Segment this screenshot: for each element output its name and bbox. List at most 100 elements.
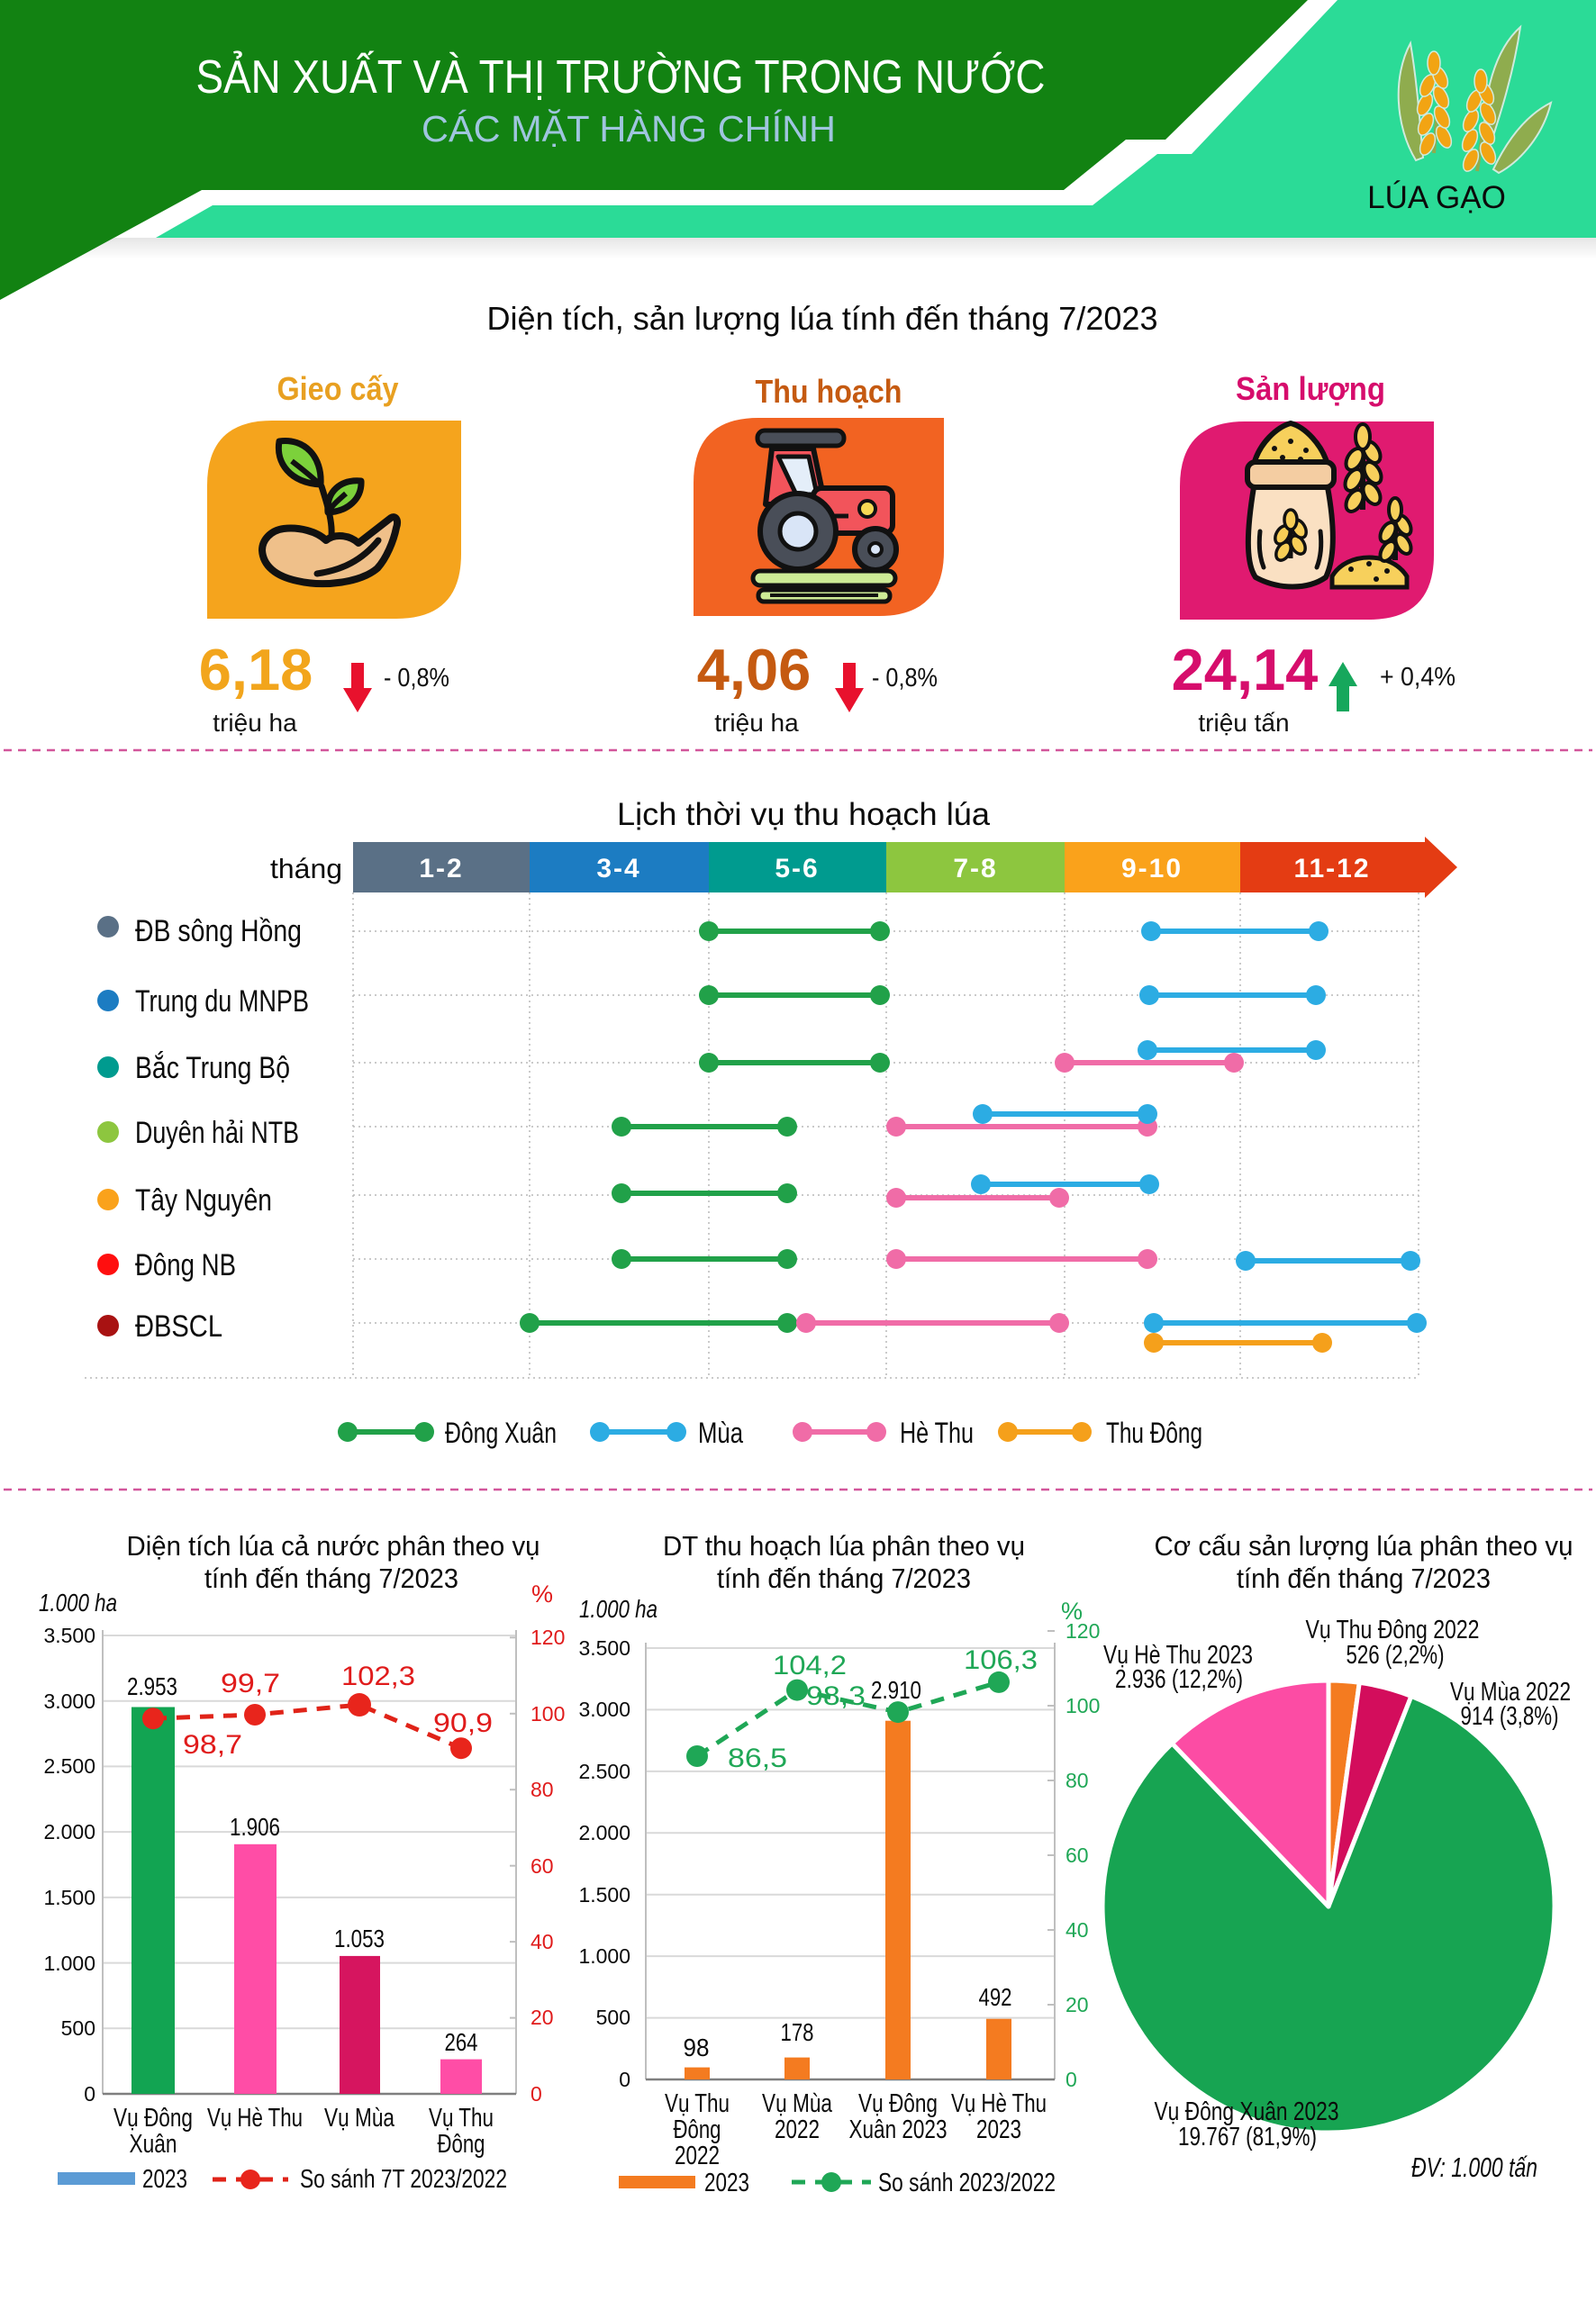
svg-text:264: 264 bbox=[445, 2028, 478, 2056]
svg-text:Vụ Mùa 2022: Vụ Mùa 2022 bbox=[1450, 1678, 1571, 1707]
svg-text:5-6: 5-6 bbox=[775, 854, 819, 883]
svg-text:So sánh 7T 2023/2022: So sánh 7T 2023/2022 bbox=[300, 2165, 507, 2194]
svg-text:ĐV: 1.000 tấn: ĐV: 1.000 tấn bbox=[1411, 2151, 1537, 2183]
svg-text:Thu Đông: Thu Đông bbox=[1106, 1417, 1202, 1449]
svg-text:%: % bbox=[1061, 1598, 1083, 1625]
svg-text:80: 80 bbox=[530, 1778, 554, 1801]
svg-text:tính đến tháng 7/2023: tính đến tháng 7/2023 bbox=[717, 1563, 971, 1594]
svg-text:Gieo cấy: Gieo cấy bbox=[277, 370, 399, 407]
svg-text:120: 120 bbox=[1066, 1619, 1100, 1643]
svg-text:100: 100 bbox=[530, 1702, 565, 1726]
svg-text:2.000: 2.000 bbox=[43, 1820, 95, 1843]
svg-text:1.500: 1.500 bbox=[578, 1883, 630, 1907]
svg-text:7-8: 7-8 bbox=[953, 854, 997, 883]
svg-text:526 (2,2%): 526 (2,2%) bbox=[1347, 1641, 1445, 1670]
svg-text:100: 100 bbox=[1066, 1694, 1100, 1717]
svg-text:24,14: 24,14 bbox=[1172, 637, 1319, 702]
svg-text:500: 500 bbox=[61, 2016, 95, 2040]
svg-text:98: 98 bbox=[684, 2034, 710, 2061]
svg-text:2.936 (12,2%): 2.936 (12,2%) bbox=[1115, 1665, 1243, 1694]
svg-text:11-12: 11-12 bbox=[1293, 854, 1370, 883]
svg-text:CÁC MẶT HÀNG CHÍNH: CÁC MẶT HÀNG CHÍNH bbox=[422, 108, 836, 149]
svg-text:triệu ha: triệu ha bbox=[213, 709, 297, 737]
svg-text:20: 20 bbox=[530, 2006, 554, 2029]
svg-text:104,2: 104,2 bbox=[773, 1651, 847, 1680]
svg-text:20: 20 bbox=[1066, 1993, 1089, 2016]
svg-text:Vụ Đông Xuân 2023: Vụ Đông Xuân 2023 bbox=[1155, 2097, 1339, 2126]
svg-text:1.500: 1.500 bbox=[43, 1886, 95, 1909]
svg-text:ĐB sông Hồng: ĐB sông Hồng bbox=[135, 914, 302, 948]
svg-text:Vụ Mùa: Vụ Mùa bbox=[762, 2089, 833, 2118]
svg-text:Đông Xuân: Đông Xuân bbox=[445, 1417, 557, 1449]
svg-text:40: 40 bbox=[530, 1930, 554, 1953]
svg-text:0: 0 bbox=[619, 2068, 630, 2091]
svg-text:40: 40 bbox=[1066, 1918, 1089, 1942]
svg-text:- 0,8%: - 0,8% bbox=[384, 664, 449, 693]
svg-text:3.500: 3.500 bbox=[578, 1636, 630, 1660]
svg-text:2022: 2022 bbox=[775, 2115, 820, 2144]
svg-text:Xuân 2023: Xuân 2023 bbox=[849, 2115, 948, 2144]
svg-text:0: 0 bbox=[530, 2082, 542, 2106]
svg-text:SẢN XUẤT VÀ THỊ TRƯỜNG TRONG N: SẢN XUẤT VÀ THỊ TRƯỜNG TRONG NƯỚC bbox=[196, 50, 1046, 104]
svg-text:triệu tấn: triệu tấn bbox=[1198, 709, 1289, 737]
svg-text:2.910: 2.910 bbox=[871, 1676, 921, 1704]
svg-text:Đông NB: Đông NB bbox=[135, 1248, 236, 1282]
svg-text:Thu hoạch: Thu hoạch bbox=[756, 373, 902, 410]
svg-text:6,18: 6,18 bbox=[199, 637, 313, 702]
svg-text:Diện tích, sản lượng lúa tính: Diện tích, sản lượng lúa tính đến tháng … bbox=[487, 300, 1158, 337]
svg-text:Duyên hải NTB: Duyên hải NTB bbox=[135, 1116, 299, 1150]
svg-text:120: 120 bbox=[530, 1626, 565, 1649]
svg-text:80: 80 bbox=[1066, 1769, 1089, 1792]
svg-text:1.000: 1.000 bbox=[578, 1944, 630, 1968]
svg-text:98,3: 98,3 bbox=[806, 1681, 866, 1711]
svg-text:2.500: 2.500 bbox=[578, 1760, 630, 1783]
svg-text:2023: 2023 bbox=[976, 2115, 1021, 2144]
svg-text:Hè Thu: Hè Thu bbox=[900, 1417, 974, 1449]
svg-text:Mùa: Mùa bbox=[698, 1417, 743, 1449]
svg-text:492: 492 bbox=[979, 1983, 1012, 2011]
svg-text:%: % bbox=[531, 1581, 553, 1608]
svg-text:2023: 2023 bbox=[704, 2169, 749, 2197]
svg-text:Vụ Hè Thu 2023: Vụ Hè Thu 2023 bbox=[1103, 1641, 1253, 1670]
svg-text:DT thu hoạch lúa phân theo vụ: DT thu hoạch lúa phân theo vụ bbox=[663, 1530, 1025, 1562]
svg-text:1.906: 1.906 bbox=[230, 1813, 280, 1841]
svg-text:Vụ Đông: Vụ Đông bbox=[113, 2104, 193, 2133]
svg-text:3.000: 3.000 bbox=[578, 1698, 630, 1721]
svg-text:60: 60 bbox=[530, 1854, 554, 1878]
svg-text:90,9: 90,9 bbox=[433, 1708, 493, 1738]
svg-text:178: 178 bbox=[781, 2018, 814, 2046]
svg-text:1.000 ha: 1.000 ha bbox=[39, 1589, 117, 1617]
svg-text:So sánh 2023/2022: So sánh 2023/2022 bbox=[878, 2169, 1056, 2197]
svg-text:Vụ Mùa: Vụ Mùa bbox=[324, 2104, 395, 2133]
svg-text:9-10: 9-10 bbox=[1121, 854, 1183, 883]
svg-text:Bắc Trung Bộ: Bắc Trung Bộ bbox=[135, 1051, 290, 1085]
svg-text:Trung du MNPB: Trung du MNPB bbox=[135, 984, 309, 1019]
svg-text:2.500: 2.500 bbox=[43, 1754, 95, 1778]
svg-text:triệu ha: triệu ha bbox=[714, 709, 799, 737]
svg-text:98,7: 98,7 bbox=[183, 1730, 242, 1760]
svg-text:0: 0 bbox=[1066, 2068, 1077, 2091]
svg-text:Diện tích lúa cả nước phân the: Diện tích lúa cả nước phân theo vụ bbox=[127, 1530, 540, 1562]
svg-text:86,5: 86,5 bbox=[728, 1744, 787, 1773]
svg-text:Lịch thời vụ thu hoạch lúa: Lịch thời vụ thu hoạch lúa bbox=[617, 797, 991, 832]
svg-text:Đông: Đông bbox=[438, 2130, 485, 2159]
svg-text:3-4: 3-4 bbox=[596, 854, 640, 883]
svg-text:102,3: 102,3 bbox=[341, 1662, 415, 1691]
svg-text:2023: 2023 bbox=[142, 2165, 187, 2194]
svg-text:Vụ Hè Thu: Vụ Hè Thu bbox=[207, 2104, 303, 2133]
svg-text:Sản lượng: Sản lượng bbox=[1236, 370, 1385, 407]
svg-text:500: 500 bbox=[596, 2006, 630, 2029]
svg-text:Tây Nguyên: Tây Nguyên bbox=[135, 1183, 272, 1218]
svg-text:2022: 2022 bbox=[675, 2142, 720, 2170]
svg-text:ĐBSCL: ĐBSCL bbox=[135, 1309, 222, 1344]
svg-text:Vụ Thu Đông 2022: Vụ Thu Đông 2022 bbox=[1306, 1616, 1480, 1644]
svg-text:2.000: 2.000 bbox=[578, 1821, 630, 1844]
svg-text:3.000: 3.000 bbox=[43, 1689, 95, 1713]
svg-text:+ 0,4%: + 0,4% bbox=[1380, 663, 1455, 692]
svg-text:Vụ Thu: Vụ Thu bbox=[429, 2104, 494, 2133]
svg-text:Vụ Thu: Vụ Thu bbox=[665, 2089, 730, 2118]
svg-text:914 (3,8%): 914 (3,8%) bbox=[1461, 1702, 1559, 1731]
svg-text:99,7: 99,7 bbox=[221, 1669, 280, 1699]
svg-text:60: 60 bbox=[1066, 1843, 1089, 1867]
svg-text:19.767 (81,9%): 19.767 (81,9%) bbox=[1178, 2123, 1317, 2151]
